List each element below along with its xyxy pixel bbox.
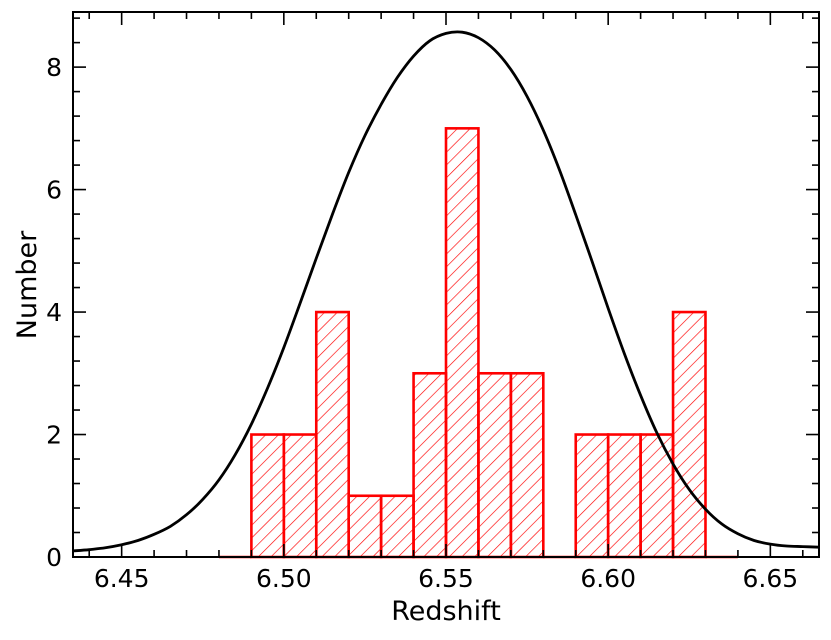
histogram-bar	[412, 371, 448, 559]
histogram-bar	[282, 433, 318, 559]
histogram-bar	[671, 310, 707, 559]
curve-layer	[73, 30, 819, 553]
x-tick-label: 6.50	[256, 564, 312, 593]
model-curve-line	[73, 30, 819, 553]
histogram-bar	[347, 494, 383, 559]
histogram-bar	[379, 494, 415, 559]
histogram-bar	[574, 433, 610, 559]
histogram-bar	[444, 127, 480, 559]
axis-ticks: 6.45 6.50 6.55 6.60 6.65 0 2 4 6 8	[46, 12, 819, 593]
y-tick-label: 6	[46, 176, 62, 205]
y-tick-label: 8	[46, 53, 62, 82]
y-axis-label: Number	[12, 230, 43, 339]
x-tick-label: 6.45	[94, 564, 150, 593]
histogram-bar	[606, 433, 642, 559]
histogram-bar	[509, 371, 545, 559]
y-tick-label: 2	[46, 421, 62, 450]
x-tick-label: 6.60	[580, 564, 636, 593]
histogram-bar	[250, 433, 286, 559]
histogram-bar	[314, 310, 350, 559]
y-tick-label: 0	[46, 543, 62, 572]
x-tick-label: 6.55	[418, 564, 474, 593]
histogram-bar	[477, 371, 513, 559]
y-tick-label: 4	[46, 298, 62, 327]
histogram-bars	[218, 127, 738, 559]
x-tick-label: 6.65	[743, 564, 799, 593]
x-axis-label: Redshift	[391, 596, 501, 627]
